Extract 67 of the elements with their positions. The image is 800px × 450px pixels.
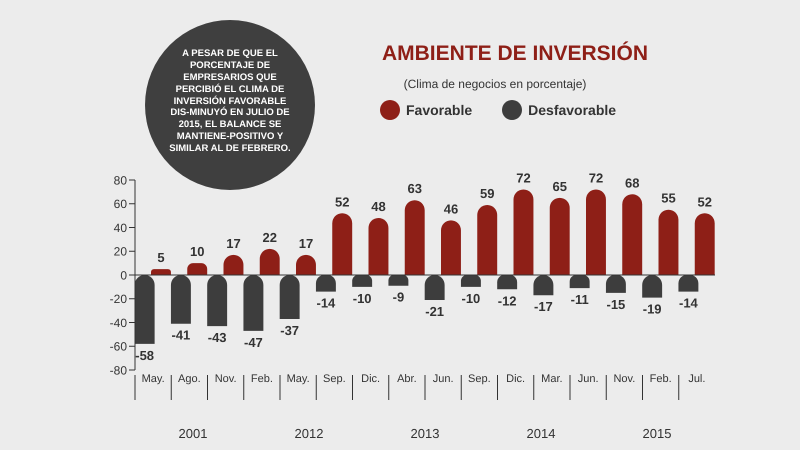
data-label: 65 xyxy=(552,178,567,194)
data-label: -10 xyxy=(462,290,480,306)
data-label: 55 xyxy=(661,190,676,206)
chart-title: AMBIENTE DE INVERSIÓN xyxy=(382,41,648,65)
data-label: 22 xyxy=(262,230,277,245)
data-label: -15 xyxy=(606,296,626,312)
data-label: -10 xyxy=(352,290,372,306)
x-tick-label: Jul. xyxy=(688,372,706,385)
data-label: 17 xyxy=(226,236,241,251)
data-label: -14 xyxy=(316,296,336,311)
x-tick-label: Feb. xyxy=(250,372,273,385)
x-tick-label: Ago. xyxy=(178,372,201,385)
data-label: -12 xyxy=(498,293,517,308)
data-label: -19 xyxy=(642,302,662,317)
legend-label: Favorable xyxy=(405,101,472,120)
x-tick-label: Dic. xyxy=(361,372,380,385)
y-tick-label: -40 xyxy=(110,316,128,330)
data-label: 68 xyxy=(624,175,640,190)
data-label: -17 xyxy=(534,299,553,314)
data-label: -47 xyxy=(244,334,263,350)
y-tick-label: 20 xyxy=(114,244,128,259)
data-label: -14 xyxy=(679,296,699,311)
data-label: 5 xyxy=(157,250,165,266)
y-tick-label: 0 xyxy=(120,268,128,282)
data-label: 48 xyxy=(371,199,386,214)
x-tick-label: Jun. xyxy=(432,372,454,385)
x-tick-label: Dic. xyxy=(506,372,526,385)
text: 2014 xyxy=(526,426,556,441)
legend-label: Desfavorable xyxy=(527,101,616,120)
x-tick-label: Sep. xyxy=(323,372,346,385)
data-label: -43 xyxy=(208,330,227,346)
x-tick-label: Nov. xyxy=(214,372,237,385)
text: 2001 xyxy=(178,426,208,441)
data-label: 46 xyxy=(444,201,458,216)
data-label: 17 xyxy=(298,236,314,251)
text: 2013 xyxy=(410,426,440,441)
data-label: -11 xyxy=(570,292,589,308)
x-tick-label: May. xyxy=(286,372,310,385)
y-tick-label: 60 xyxy=(114,197,128,212)
x-tick-label: Sep. xyxy=(468,372,491,385)
data-label: 10 xyxy=(190,244,204,260)
data-label: -21 xyxy=(425,304,444,319)
y-tick-label: -60 xyxy=(110,340,128,354)
x-tick-label: Nov. xyxy=(613,372,636,385)
data-label: -58 xyxy=(135,348,154,363)
x-tick-label: Abr. xyxy=(397,372,417,385)
data-label: -37 xyxy=(280,322,300,338)
data-label: 72 xyxy=(516,170,531,186)
x-tick-label: Mar. xyxy=(541,372,563,385)
text: 2012 xyxy=(294,426,324,441)
data-label: 72 xyxy=(588,170,604,186)
data-label: -41 xyxy=(172,328,190,343)
text: 2015 xyxy=(642,426,672,441)
data-label: 59 xyxy=(480,186,494,201)
data-label: -9 xyxy=(392,290,404,305)
y-tick-label: -80 xyxy=(110,363,128,378)
x-tick-label: Feb. xyxy=(650,372,672,385)
chart-subtitle: (Clima de negocios en porcentaje) xyxy=(404,77,586,91)
y-tick-label: 40 xyxy=(114,220,128,235)
data-label: 52 xyxy=(697,194,712,210)
x-tick-label: Jun. xyxy=(578,372,599,385)
data-label: 52 xyxy=(334,194,350,210)
text: A PESAR DE QUE EL PORCENTAJE DE EMPRESARIOS QUE PERCIBIÓ EL CLIMA DE INVERSIÓN FAVORABLE DIS-MINUYÓ EN JULIO DE 2015, EL BALANCE SE MANTIENE-POSITIVO Y SIMILAR AL DE FEBRERO. xyxy=(169,48,291,154)
x-tick-label: May. xyxy=(142,372,165,385)
y-tick-label: -20 xyxy=(110,292,128,306)
data-label: 63 xyxy=(407,181,422,196)
y-tick-label: 80 xyxy=(114,173,128,188)
